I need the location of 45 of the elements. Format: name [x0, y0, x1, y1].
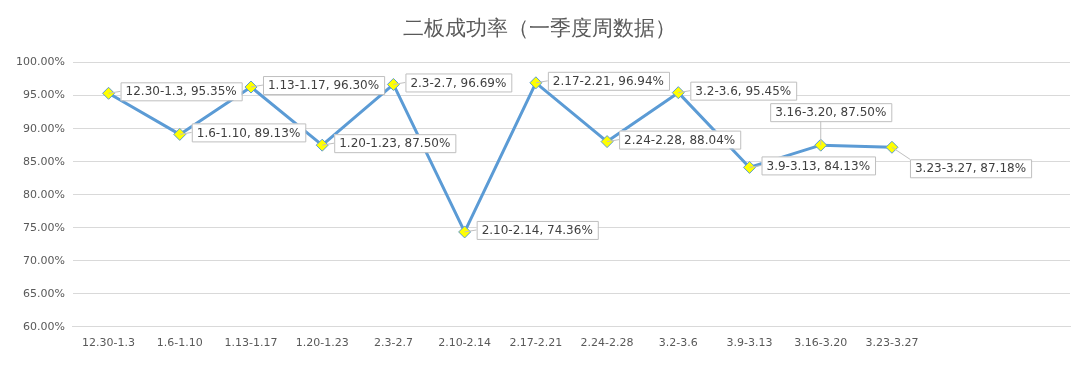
x-tick-label: 2.3-2.7: [373, 336, 413, 350]
x-tick-label: 1.13-1.17: [224, 336, 278, 350]
data-label: 3.16-3.20, 87.50%: [775, 105, 887, 120]
x-tick-label: 3.2-3.6: [658, 336, 698, 350]
point: [814, 138, 828, 152]
x-tick-label: 2.24-2.28: [580, 336, 634, 350]
data-label: 2.24-2.28, 88.04%: [624, 132, 736, 147]
point: [458, 225, 472, 239]
y-tick-label: 75.00%: [22, 220, 65, 234]
x-tick-label: 1.6-1.10: [156, 336, 203, 350]
y-tick-label: 60.00%: [22, 319, 65, 333]
x-tick-label: 12.30-1.3: [82, 336, 136, 350]
x-tick-label: 1.20-1.23: [295, 336, 349, 350]
data-label: 1.13-1.17, 96.30%: [267, 78, 380, 93]
point: [743, 160, 757, 174]
y-tick-label: 80.00%: [22, 187, 65, 201]
point: [600, 135, 614, 149]
point: [671, 86, 685, 100]
x-tick-label: 2.17-2.21: [509, 336, 563, 350]
data-label: 12.30-1.3, 95.35%: [125, 84, 237, 99]
data-label: 3.9-3.13, 84.13%: [766, 158, 871, 173]
y-tick-label: 100.00%: [15, 55, 65, 69]
x-tick-label: 2.10-2.14: [438, 336, 492, 350]
point: [529, 76, 543, 90]
point: [173, 127, 187, 141]
data-label: 3.2-3.6, 95.45%: [695, 83, 792, 98]
data-label: 2.17-2.21, 96.94%: [552, 73, 665, 88]
y-tick-label: 70.00%: [22, 253, 65, 267]
chart-title: 二板成功率（一季度周数据）: [401, 15, 677, 42]
y-tick-label: 65.00%: [22, 286, 65, 300]
x-tick-label: 3.23-3.27: [865, 336, 919, 350]
point: [315, 138, 329, 152]
x-tick-label: 3.16-3.20: [794, 336, 848, 350]
data-label: 2.3-2.7, 96.69%: [410, 75, 507, 90]
data-label: 1.6-1.10, 89.13%: [196, 125, 301, 140]
y-tick-label: 95.00%: [22, 88, 65, 102]
data-label: 2.10-2.14, 74.36%: [481, 223, 593, 238]
x-tick-label: 3.9-3.13: [726, 336, 773, 350]
data-label: 1.20-1.23, 87.50%: [339, 136, 451, 151]
point: [102, 86, 116, 100]
y-tick-label: 90.00%: [22, 121, 65, 135]
point: [885, 140, 899, 154]
data-label: 3.23-3.27, 87.18%: [914, 161, 1027, 176]
point: [386, 77, 400, 91]
y-tick-label: 85.00%: [22, 154, 65, 168]
